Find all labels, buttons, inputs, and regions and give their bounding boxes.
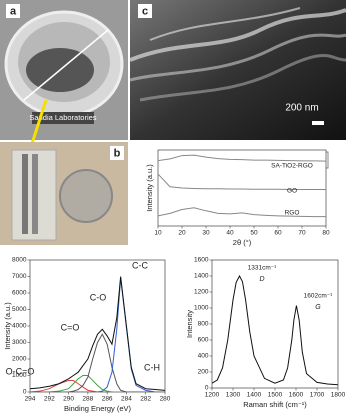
plot-area bbox=[29, 259, 166, 393]
x-tick-label: 1800 bbox=[331, 392, 346, 399]
annotation: C-H bbox=[144, 362, 160, 372]
y-tick-label: 1200 bbox=[194, 289, 209, 296]
x-tick-label: 10 bbox=[154, 230, 162, 237]
line-series bbox=[212, 274, 338, 386]
panel-label: a bbox=[10, 5, 17, 17]
y-tick-label: 800 bbox=[198, 321, 209, 328]
line-series bbox=[158, 207, 326, 218]
x-tick-label: 1500 bbox=[268, 392, 283, 399]
scale-bar-label: 200 nm bbox=[285, 103, 318, 114]
annotation: 1602cm⁻¹ bbox=[304, 293, 334, 300]
y-tick-label: 1400 bbox=[194, 273, 209, 280]
y-tick-label: 600 bbox=[198, 337, 209, 344]
photo-text: Sandia Laboratories bbox=[29, 113, 96, 122]
series-label: SA-TiO2-RGO bbox=[271, 163, 313, 170]
y-tick-label: 1000 bbox=[12, 372, 27, 379]
line-series bbox=[158, 154, 326, 162]
x-tick-label: 30 bbox=[202, 230, 210, 237]
x-tick-label: 1400 bbox=[247, 392, 262, 399]
x-axis-label: 2θ (°) bbox=[233, 238, 252, 247]
line-series bbox=[30, 276, 165, 391]
x-tick-label: 282 bbox=[140, 396, 151, 403]
x-axis-label: Raman shift (cm⁻¹) bbox=[243, 400, 307, 409]
line-series bbox=[30, 375, 165, 392]
x-tick-label: 80 bbox=[322, 230, 330, 237]
x-tick-label: 60 bbox=[274, 230, 282, 237]
photo-a: Sandia Laboratories a bbox=[0, 0, 128, 158]
annotation: C=O bbox=[61, 322, 80, 332]
annotation: C-O bbox=[90, 292, 107, 302]
y-tick-label: 0 bbox=[23, 389, 27, 396]
x-tick-label: 292 bbox=[44, 396, 55, 403]
photo-b: b bbox=[0, 142, 128, 245]
x-axis-label: Binding Energy (eV) bbox=[64, 404, 132, 413]
y-tick-label: 1600 bbox=[194, 257, 209, 264]
panel-label: c bbox=[142, 5, 148, 17]
line-series bbox=[158, 173, 326, 191]
plot-area bbox=[211, 259, 339, 389]
x-tick-label: 288 bbox=[82, 396, 93, 403]
annotation: 1331cm⁻¹ bbox=[248, 265, 278, 272]
x-tick-label: 1600 bbox=[289, 392, 304, 399]
annotation: O-C=O bbox=[6, 366, 35, 376]
x-tick-label: 70 bbox=[298, 230, 306, 237]
x-tick-label: 1300 bbox=[226, 392, 241, 399]
line-series bbox=[30, 333, 165, 392]
y-tick-label: 8000 bbox=[12, 257, 27, 264]
series-label: RGO bbox=[285, 210, 300, 217]
x-tick-label: 290 bbox=[63, 396, 74, 403]
y-axis-label: Intensity (a.u.) bbox=[3, 302, 12, 350]
panel-label: b bbox=[114, 147, 121, 159]
annotation: D bbox=[259, 276, 264, 283]
x-tick-label: 294 bbox=[25, 396, 36, 403]
y-tick-label: 3000 bbox=[12, 339, 27, 346]
y-axis-label: Intensity (a.u.) bbox=[145, 164, 154, 212]
y-tick-label: 1000 bbox=[194, 305, 209, 312]
y-tick-label: 200 bbox=[198, 369, 209, 376]
y-tick-label: 2000 bbox=[12, 356, 27, 363]
x-tick-label: 280 bbox=[160, 396, 171, 403]
line-series bbox=[30, 379, 165, 392]
x-tick-label: 1700 bbox=[310, 392, 325, 399]
x-tick-label: 50 bbox=[250, 230, 258, 237]
y-axis-label: Intensity bbox=[185, 310, 194, 338]
photo-c: c 200 nm bbox=[129, 0, 346, 140]
x-tick-label: 20 bbox=[178, 230, 186, 237]
x-tick-label: 1200 bbox=[205, 392, 220, 399]
y-tick-label: 6000 bbox=[12, 290, 27, 297]
y-tick-label: 0 bbox=[205, 385, 209, 392]
y-tick-label: 5000 bbox=[12, 306, 27, 313]
annotation: C-C bbox=[132, 260, 148, 270]
x-tick-label: 284 bbox=[121, 396, 132, 403]
x-tick-label: 286 bbox=[102, 396, 113, 403]
y-tick-label: 400 bbox=[198, 353, 209, 360]
series-label: GO bbox=[287, 188, 297, 195]
y-tick-label: 4000 bbox=[12, 323, 27, 330]
annotation: G bbox=[315, 304, 321, 311]
x-tick-label: 40 bbox=[226, 230, 234, 237]
y-tick-label: 7000 bbox=[12, 273, 27, 280]
